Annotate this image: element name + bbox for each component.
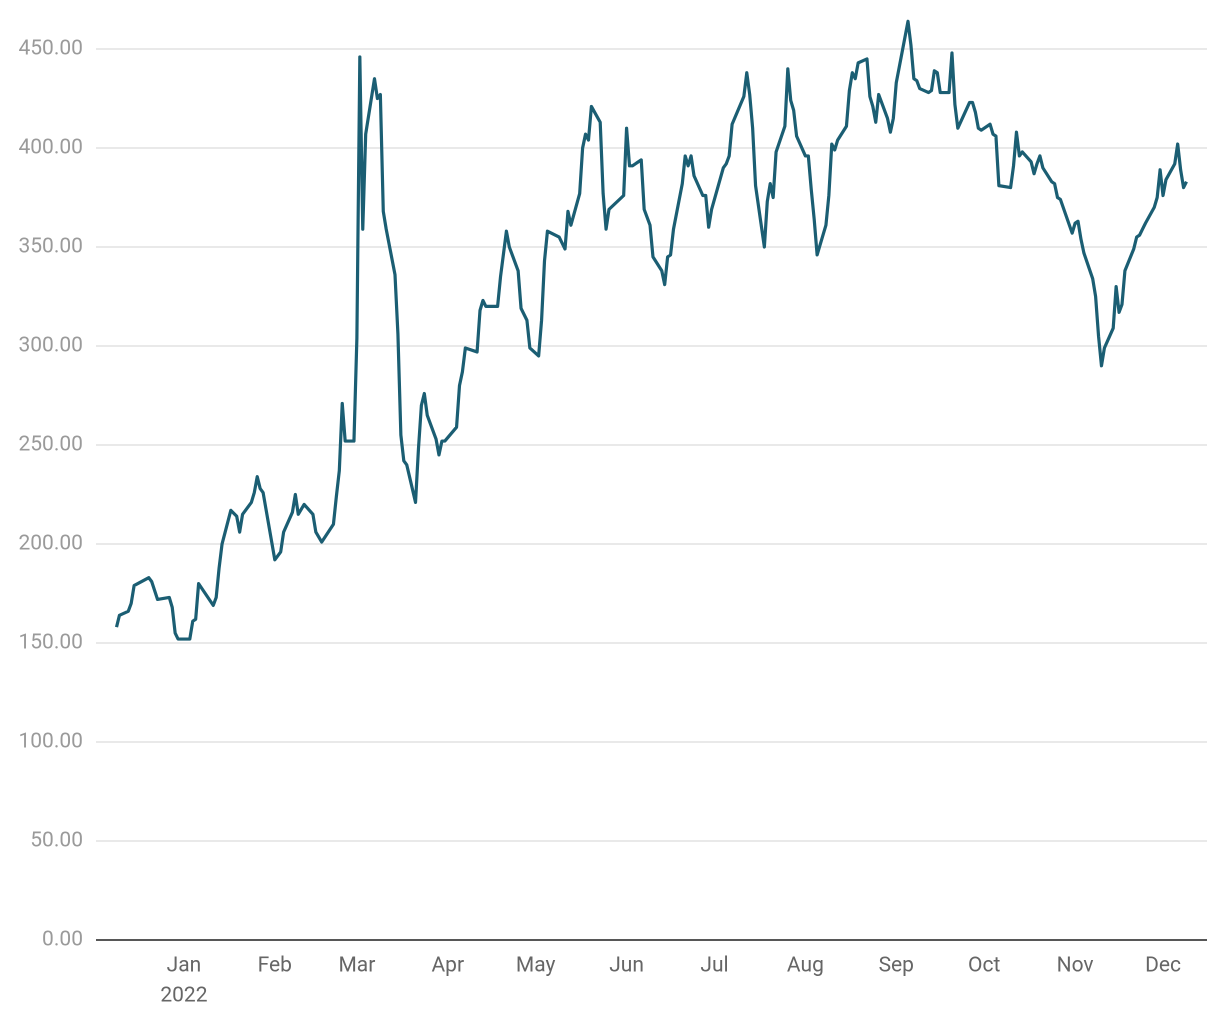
x-tick-label: Sep <box>879 954 914 978</box>
y-tick-label: 300.00 <box>18 334 83 358</box>
y-tick-label: 0.00 <box>42 928 83 952</box>
y-tick-label: 50.00 <box>30 829 83 853</box>
y-tick-label: 450.00 <box>18 37 83 61</box>
y-tick-label: 150.00 <box>18 631 83 655</box>
price-line <box>114 19 1188 641</box>
x-tick-label: Oct <box>968 954 1000 978</box>
y-tick-label: 350.00 <box>18 235 83 259</box>
y-tick-label: 250.00 <box>18 433 83 457</box>
x-tick-label: Feb <box>258 954 292 978</box>
x-tick-label: May <box>516 954 556 978</box>
x-tick-label: Jan <box>167 954 202 978</box>
y-tick-label: 100.00 <box>18 730 83 754</box>
x-tick-label: Aug <box>787 954 824 978</box>
y-tick-label: 200.00 <box>18 532 83 556</box>
x-tick-label: Jun <box>609 954 644 978</box>
x-tick-year: 2022 <box>160 984 207 1008</box>
y-tick-label: 400.00 <box>18 136 83 160</box>
x-tick-label: Mar <box>338 954 375 978</box>
x-tick-label: Jul <box>700 954 728 978</box>
x-tick-label: Apr <box>431 954 464 978</box>
x-tick-label: Nov <box>1057 954 1094 978</box>
x-tick-label: Dec <box>1145 954 1181 978</box>
